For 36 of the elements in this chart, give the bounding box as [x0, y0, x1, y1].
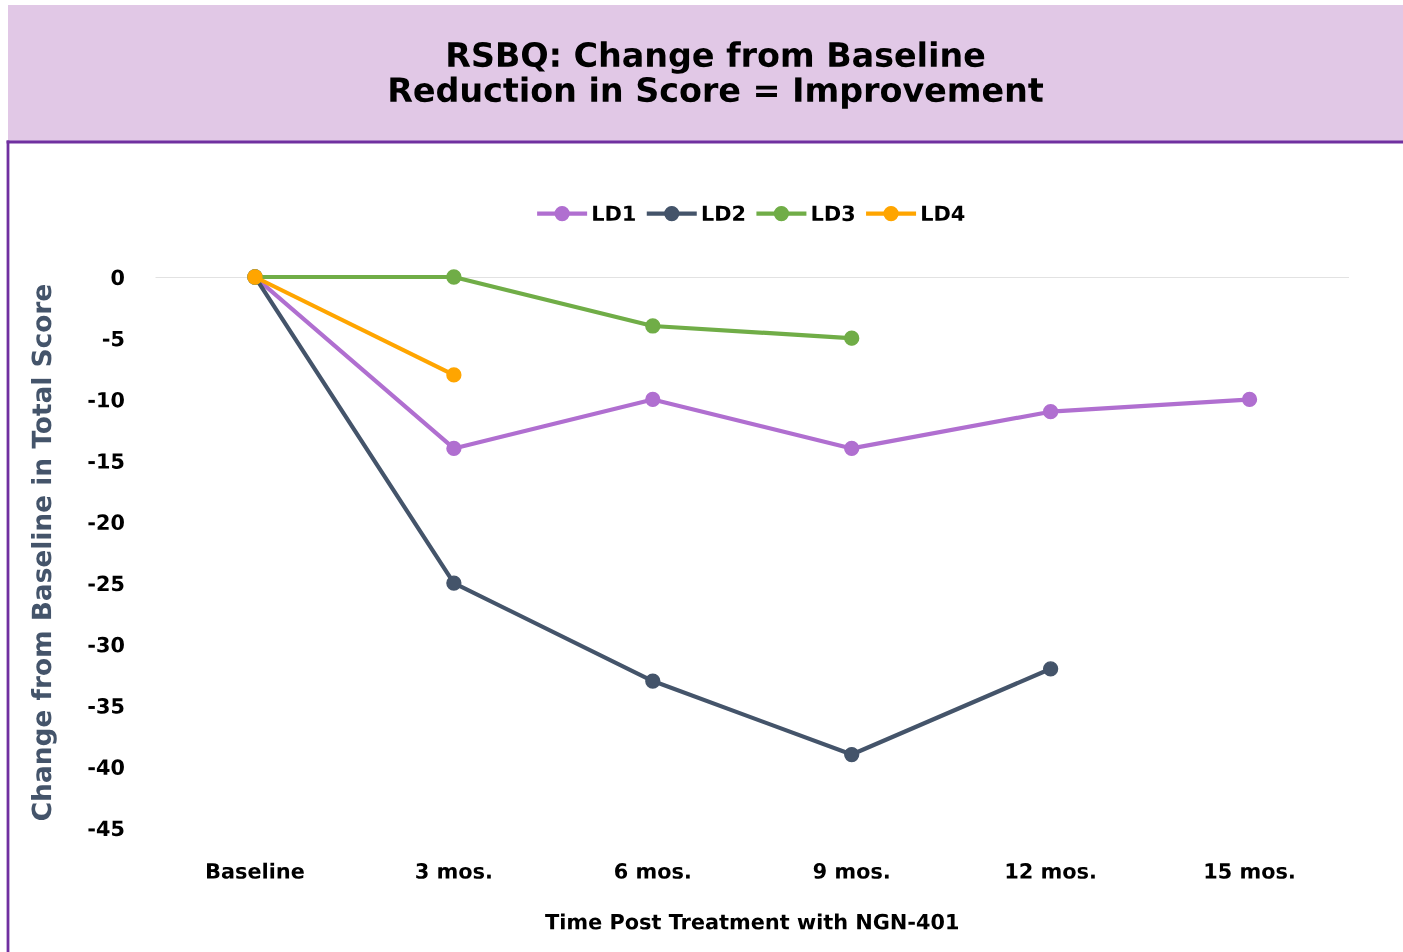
legend-label: LD3: [812, 205, 854, 222]
point: [645, 391, 661, 408]
point: [446, 269, 462, 285]
point: [1241, 391, 1258, 408]
point: [446, 367, 462, 383]
y-tick-label: -10: [88, 391, 124, 408]
x-tick-label: 15 mos.: [1205, 863, 1294, 879]
y-tick-label: -30: [88, 636, 124, 653]
chart-title: RSBQ: Change from Baseline Reduction in Score = Improvement: [390, 41, 1044, 109]
point: [844, 440, 860, 457]
x-axis-title: Time Post Treatment with NGN-401: [545, 913, 959, 930]
point: [1042, 661, 1059, 677]
y-tick-label: -40: [88, 759, 124, 775]
legend-label: LD1: [593, 205, 635, 221]
x-tick-label: Baseline: [207, 862, 304, 879]
x-tick-label: 3 mos.: [416, 863, 491, 879]
point: [844, 746, 860, 763]
x-tick-label: 9 mos.: [813, 863, 889, 879]
legend-label: LD2: [702, 205, 745, 221]
y-tick-label: -15: [88, 453, 124, 469]
point: [446, 575, 462, 591]
y-tick-label: -35: [88, 698, 124, 714]
x-tick-label: 12 mos.: [1006, 863, 1095, 879]
point: [1042, 404, 1059, 420]
y-tick-label: -25: [88, 575, 124, 592]
point: [844, 330, 860, 346]
y-tick-label: -5: [102, 330, 124, 347]
y-tick-label: -20: [88, 514, 124, 531]
y-tick-label: -45: [88, 820, 124, 837]
y-axis-title: Change from Baseline in Total Score: [31, 285, 57, 820]
x-tick-label: 6 mos.: [615, 863, 690, 879]
y-tick-label: 0: [111, 269, 124, 286]
point: [446, 440, 462, 457]
point: [645, 673, 661, 689]
legend-label: LD4: [922, 205, 965, 221]
point: [645, 318, 661, 334]
